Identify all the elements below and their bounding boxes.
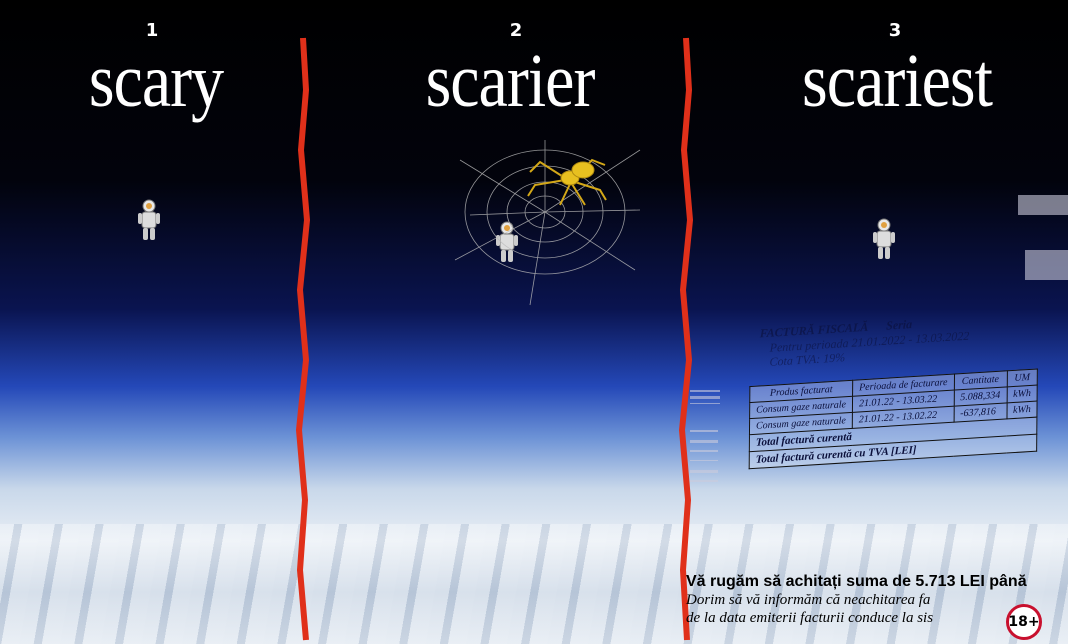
astronaut <box>873 219 895 259</box>
age-badge: 18+ <box>1006 604 1042 640</box>
separator <box>299 38 307 640</box>
table-cell: kWh <box>1007 401 1038 419</box>
panel-caption: scariest <box>802 38 992 125</box>
table-cell: kWh <box>1007 385 1038 403</box>
panel-caption: scary <box>89 38 223 125</box>
notice-line: Dorim să vă informăm că neachitarea fa <box>686 591 1068 609</box>
separator <box>682 38 690 640</box>
table-header: UM <box>1007 369 1038 387</box>
invoice-table: Produs facturat Perioada de facturare Ca… <box>749 368 1038 469</box>
meme: 1 scary 2 scarier 3 scariest FACTURĂ FIS… <box>0 0 1068 644</box>
invoice-series: Seria <box>886 317 912 333</box>
invoice: FACTURĂ FISCALĂ Seria Pentru perioada 21… <box>699 304 1068 472</box>
astronaut <box>138 200 160 240</box>
spider-web <box>455 140 640 305</box>
notice-line: Vă rugăm să achitați suma de 5.713 LEI p… <box>686 573 1068 591</box>
panel-caption: scarier <box>426 38 595 125</box>
